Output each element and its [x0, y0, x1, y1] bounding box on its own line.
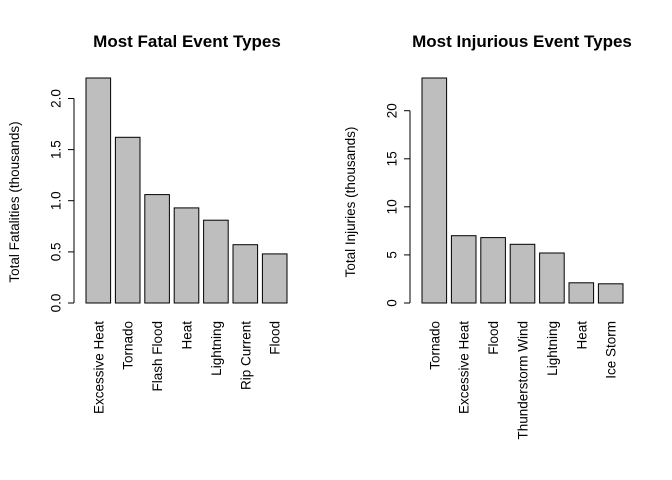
injuries-y-tick-label-3: 15: [385, 151, 400, 166]
fatalities-chart-title: Most Fatal Event Types: [93, 32, 281, 51]
injuries-category-label-4: Lightning: [545, 321, 560, 376]
injuries-bar-3: [509, 243, 536, 304]
injuries-y-tick-label-1: 5: [385, 251, 400, 259]
injuries-bar-6: [597, 283, 624, 304]
injuries-category-label-0: Tornado: [427, 321, 442, 370]
injuries-bar-2: [480, 237, 506, 304]
injuries-category-label-6: Ice Storm: [604, 321, 619, 379]
injuries-category-label-2: Flood: [486, 321, 501, 355]
fatalities-bar-5: [232, 244, 259, 304]
fatalities-y-tick-label-0: 0.0: [49, 294, 64, 313]
fatalities-category-label-3: Heat: [180, 321, 195, 350]
injuries-bar-4: [539, 252, 565, 304]
fatalities-y-tick-label-3: 1.5: [49, 140, 64, 159]
fatalities-bar-2: [144, 194, 170, 304]
injuries-category-label-3: Thunderstorm Wind: [516, 321, 531, 440]
fatalities-bar-3: [173, 207, 200, 304]
injuries-y-axis-label: Total Injuries (thousands): [343, 127, 358, 278]
injuries-chart: Most Injurious Event Types Total Injurie…: [343, 32, 632, 440]
fatalities-category-label-1: Tornado: [121, 321, 136, 370]
injuries-category-label-1: Excessive Heat: [457, 321, 472, 414]
fatalities-bar-1: [114, 136, 141, 304]
fatalities-y-tick-label-4: 2.0: [49, 89, 64, 108]
fatalities-category-label-5: Rip Current: [238, 321, 253, 390]
injuries-bar-5: [568, 282, 595, 304]
fatalities-category-label-6: Flood: [268, 321, 283, 355]
fatalities-category-label-4: Lightning: [209, 321, 224, 376]
fatalities-y-tick-label-2: 1.0: [49, 191, 64, 210]
fatalities-category-label-0: Excessive Heat: [91, 321, 106, 414]
injuries-chart-title: Most Injurious Event Types: [412, 32, 632, 51]
fatalities-bar-0: [85, 77, 112, 304]
injuries-bar-0: [421, 77, 448, 304]
injuries-y-tick-label-0: 0: [385, 299, 400, 307]
fatalities-y-axis-label: Total Fatalities (thousands): [7, 121, 22, 282]
fatalities-chart: Most Fatal Event Types Total Fatalities …: [7, 32, 288, 414]
injuries-category-label-5: Heat: [574, 321, 589, 350]
fatalities-bar-4: [203, 219, 229, 304]
fatalities-y-tick-label-1: 0.5: [49, 243, 64, 262]
injuries-y-tick-label-2: 10: [385, 199, 400, 214]
fatalities-category-label-2: Flash Flood: [150, 321, 165, 392]
injuries-y-tick-label-4: 20: [385, 103, 400, 118]
fatalities-bar-6: [261, 253, 288, 304]
injuries-bar-1: [450, 235, 477, 304]
